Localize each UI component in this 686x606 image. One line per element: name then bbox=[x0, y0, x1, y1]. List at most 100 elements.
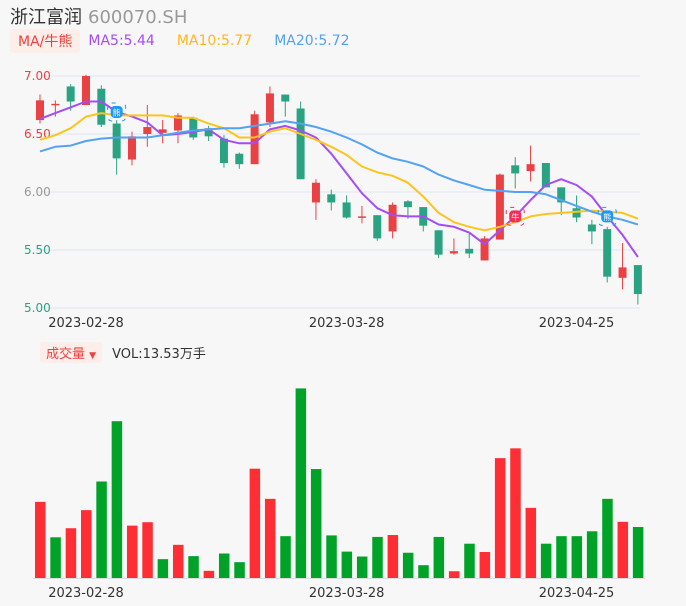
x-tick-label: 2023-02-28 bbox=[48, 316, 124, 331]
candle bbox=[81, 76, 90, 105]
candle bbox=[587, 224, 596, 232]
candle bbox=[557, 187, 566, 203]
caret-down-icon: ▼ bbox=[89, 350, 97, 361]
volume-bar bbox=[249, 468, 261, 578]
volume-bar bbox=[372, 536, 383, 578]
candle bbox=[127, 136, 136, 160]
candle bbox=[265, 93, 274, 123]
bear-signal-label: 熊 bbox=[603, 212, 611, 222]
x-tick-label: 2023-03-28 bbox=[309, 316, 385, 331]
legend-ma5: MA5:5.44 bbox=[88, 33, 155, 49]
volume-bar bbox=[157, 559, 169, 578]
candle bbox=[235, 153, 244, 165]
candle bbox=[388, 204, 397, 232]
y-tick-label: 5.00 bbox=[24, 301, 51, 315]
candle bbox=[143, 127, 152, 134]
bear-signal-icon bbox=[110, 105, 123, 118]
candle bbox=[511, 165, 520, 174]
volume-bar bbox=[556, 536, 567, 578]
candle bbox=[189, 117, 198, 138]
candle bbox=[204, 128, 213, 137]
candle bbox=[526, 164, 535, 172]
bull-signal-label: 牛 bbox=[511, 212, 519, 222]
candle bbox=[480, 238, 489, 261]
volume-bar bbox=[142, 522, 153, 578]
candle bbox=[603, 229, 612, 277]
candle bbox=[36, 100, 44, 121]
volume-indicator-selector[interactable]: 成交量 ▼ bbox=[40, 341, 103, 363]
volume-bar bbox=[80, 510, 92, 578]
candle bbox=[66, 86, 75, 102]
volume-x-tick-label: 2023-04-25 bbox=[539, 586, 615, 601]
candle bbox=[541, 163, 550, 188]
candle bbox=[327, 194, 336, 203]
volume-bar bbox=[310, 469, 322, 578]
candle bbox=[357, 216, 366, 218]
volume-value: VOL:13.53万手 bbox=[112, 346, 206, 362]
volume-bar bbox=[280, 536, 291, 578]
candle bbox=[633, 265, 642, 295]
volume-bar bbox=[510, 448, 521, 578]
volume-bar bbox=[264, 498, 276, 578]
volume-bar bbox=[35, 501, 46, 578]
volume-bar bbox=[418, 565, 429, 578]
volume-bar bbox=[602, 498, 613, 578]
volume-bar bbox=[111, 421, 123, 578]
volume-x-tick-label: 2023-03-28 bbox=[309, 586, 385, 601]
candle bbox=[311, 182, 320, 203]
stock-code: 600070.SH bbox=[88, 7, 188, 28]
candle bbox=[572, 208, 581, 218]
candle bbox=[373, 215, 382, 239]
ma-legend: MA/牛熊 MA5:5.44 MA10:5.77 MA20:5.72 bbox=[10, 29, 372, 53]
candle bbox=[618, 267, 627, 278]
legend-ma20: MA20:5.72 bbox=[274, 33, 350, 49]
volume-bar bbox=[525, 507, 537, 578]
ma-line-ma20 bbox=[39, 120, 639, 226]
volume-bar bbox=[234, 562, 245, 578]
volume-bar bbox=[50, 537, 61, 578]
candle bbox=[342, 202, 351, 218]
y-tick-label: 7.00 bbox=[24, 69, 51, 83]
candle bbox=[281, 94, 290, 102]
candle bbox=[449, 251, 458, 254]
volume-bar bbox=[402, 552, 414, 578]
candle bbox=[97, 88, 106, 125]
volume-bar bbox=[326, 535, 337, 578]
candle bbox=[51, 103, 60, 106]
y-tick-label: 6.50 bbox=[24, 127, 51, 141]
volume-bar bbox=[295, 388, 307, 578]
bull-signal-icon bbox=[509, 210, 522, 223]
bear-signal-icon bbox=[601, 210, 614, 223]
stock-title: 浙江富润 600070.SH bbox=[10, 3, 187, 29]
ma-line-ma10 bbox=[39, 112, 639, 232]
volume-bar bbox=[65, 528, 77, 578]
stock-name: 浙江富润 bbox=[10, 7, 82, 28]
bear-signal-label: 熊 bbox=[113, 107, 121, 117]
candle bbox=[158, 129, 167, 133]
volume-bar bbox=[571, 536, 583, 578]
candle bbox=[173, 115, 182, 131]
volume-bar bbox=[479, 551, 491, 578]
indicator-selector[interactable]: MA/牛熊 bbox=[10, 29, 81, 53]
x-tick-label: 2023-04-25 bbox=[539, 316, 615, 331]
volume-bar bbox=[617, 521, 629, 578]
candle bbox=[465, 248, 474, 254]
volume-bar bbox=[433, 536, 445, 578]
volume-bar bbox=[387, 535, 399, 578]
candle bbox=[296, 108, 305, 180]
volume-bar bbox=[632, 527, 644, 578]
volume-bar bbox=[448, 571, 460, 578]
volume-bar bbox=[494, 458, 506, 578]
volume-bar bbox=[586, 531, 598, 578]
y-tick-label: 6.00 bbox=[24, 185, 51, 199]
volume-bar bbox=[356, 556, 368, 578]
candle bbox=[250, 114, 259, 165]
volume-bar bbox=[464, 543, 475, 578]
volume-bar bbox=[203, 570, 215, 578]
volume-bar bbox=[188, 556, 199, 578]
volume-bar bbox=[126, 525, 138, 578]
volume-bar bbox=[172, 544, 184, 578]
volume-bar bbox=[341, 551, 353, 578]
candle bbox=[434, 230, 443, 255]
